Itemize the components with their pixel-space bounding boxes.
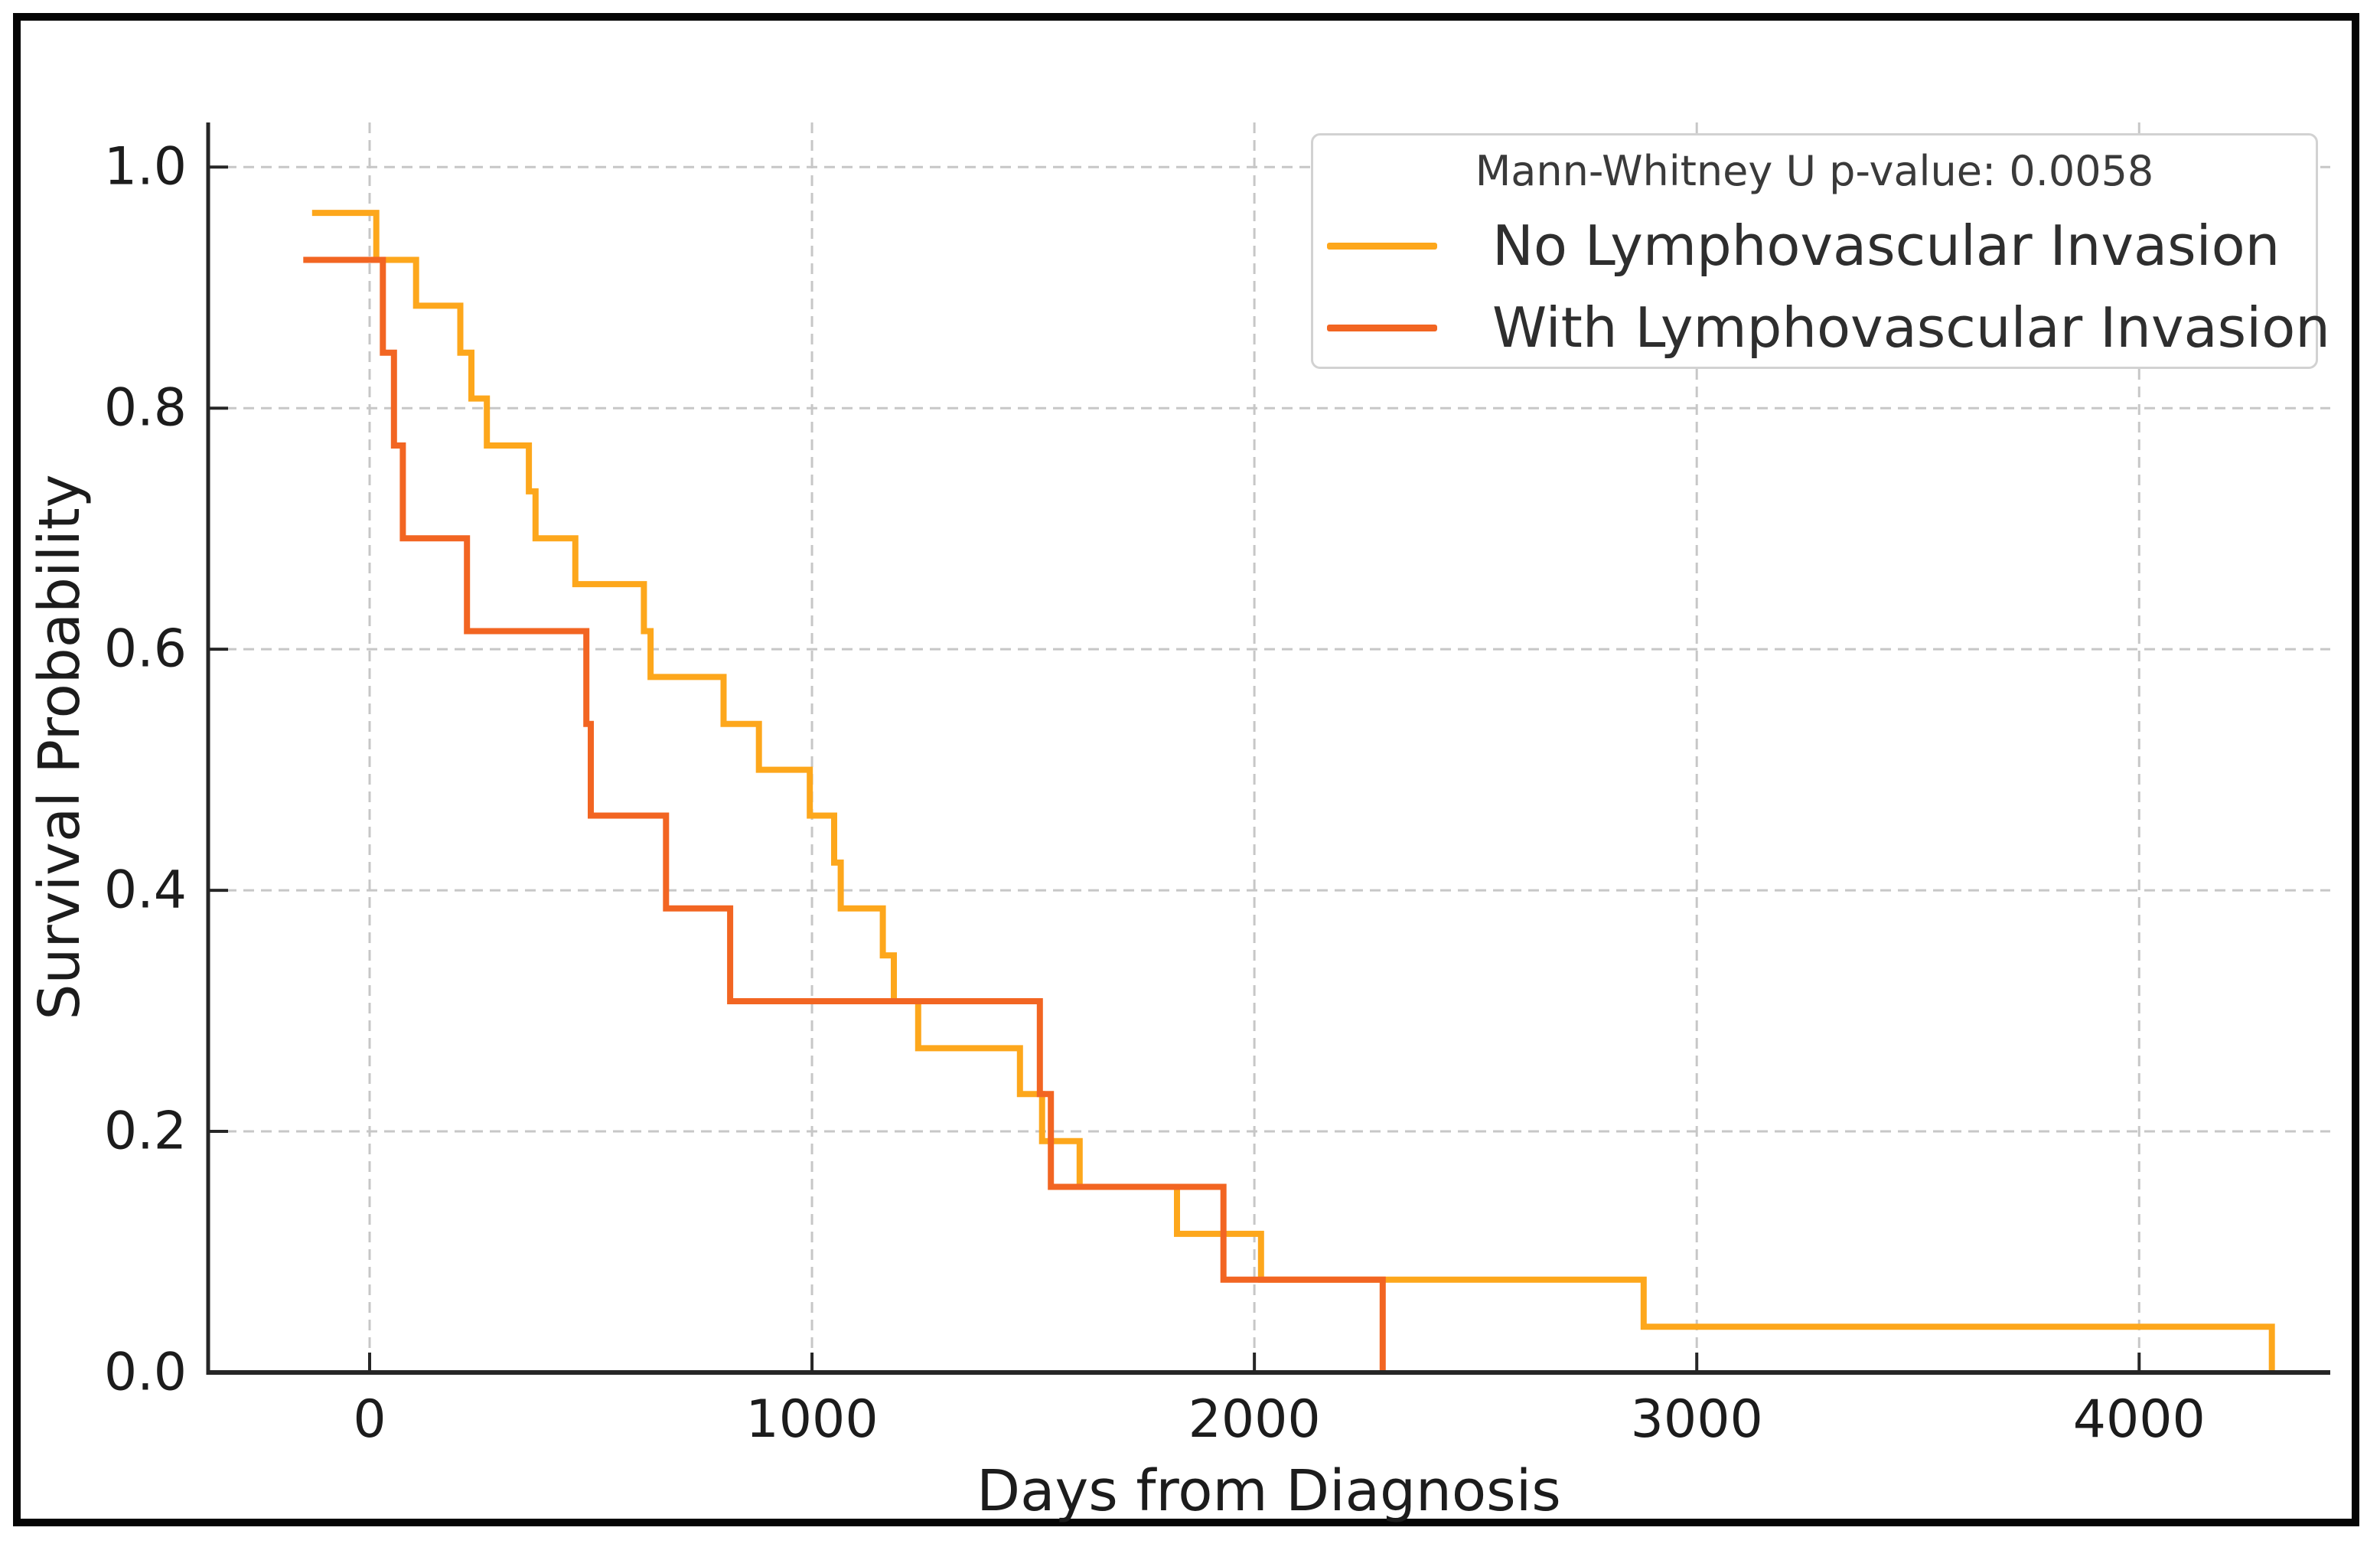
- y-tick-label-0.8: 0.8: [103, 377, 187, 439]
- x-tick-label-0: 0: [353, 1389, 386, 1450]
- y-tick-label-0.6: 0.6: [103, 618, 187, 680]
- legend-entry-no-lvi: No Lymphovascular Invasion: [1313, 214, 2316, 277]
- legend: Mann-Whitney U p-value: 0.0058 No Lympho…: [1311, 133, 2330, 369]
- y-tick-label-1.0: 1.0: [103, 136, 187, 197]
- survival-curve-with-lvi: [303, 256, 1386, 1372]
- x-tick-label-4000: 4000: [2072, 1389, 2206, 1450]
- legend-line-swatch-no-lvi: [1327, 242, 1437, 250]
- legend-label-no-lvi: No Lymphovascular Invasion: [1492, 214, 2281, 278]
- y-tick-label-0.0: 0.0: [103, 1342, 187, 1403]
- x-tick-label-2000: 2000: [1188, 1389, 1321, 1450]
- x-axis-label: Days from Diagnosis: [976, 1458, 1561, 1524]
- legend-line-swatch-with-lvi: [1327, 324, 1437, 331]
- legend-pvalue-text: Mann-Whitney U p-value: 0.0058: [1475, 147, 2154, 195]
- y-axis-label: Survival Probability: [27, 474, 93, 1020]
- y-tick-label-0.4: 0.4: [103, 860, 187, 921]
- x-tick-label-1000: 1000: [745, 1389, 879, 1450]
- x-tick-label-3000: 3000: [1630, 1389, 1763, 1450]
- legend-label-with-lvi: With Lymphovascular Invasion: [1492, 295, 2330, 360]
- survival-curve-no-lvi: [311, 210, 2275, 1372]
- y-tick-label-0.2: 0.2: [103, 1101, 187, 1162]
- legend-entry-with-lvi: With Lymphovascular Invasion: [1313, 296, 2330, 359]
